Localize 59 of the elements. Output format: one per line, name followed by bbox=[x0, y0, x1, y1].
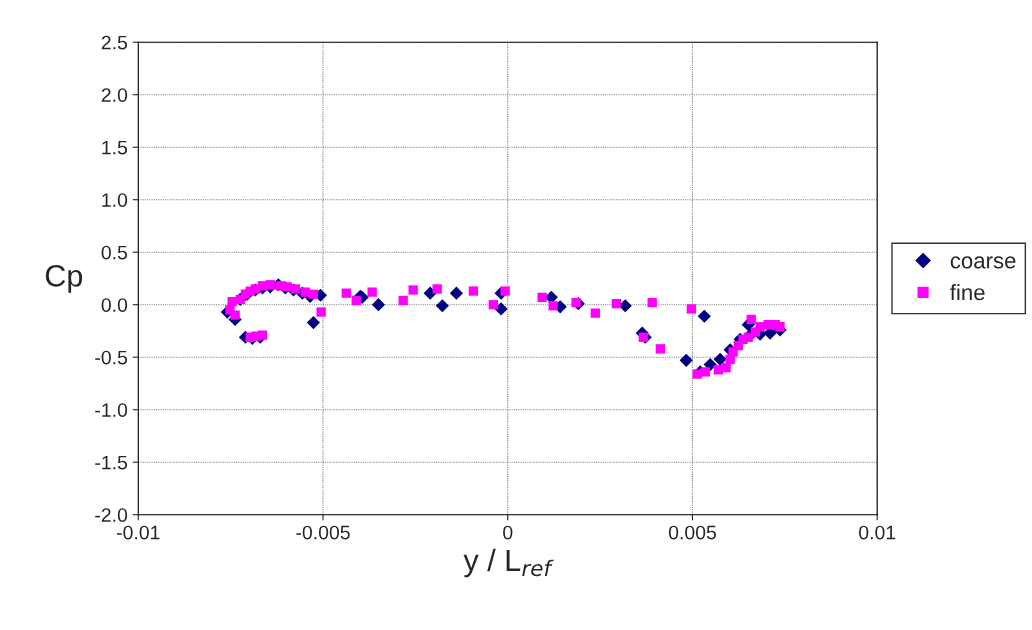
point bbox=[230, 310, 240, 320]
x-tick-label: -0.005 bbox=[296, 525, 350, 540]
point bbox=[316, 307, 326, 317]
point bbox=[308, 289, 319, 299]
point bbox=[692, 369, 702, 379]
y-tick-label: 0.5 bbox=[101, 245, 128, 260]
point bbox=[755, 322, 765, 332]
x-tick-label: -0.01 bbox=[116, 525, 160, 540]
x-tick-label: 0 bbox=[503, 525, 513, 540]
point bbox=[290, 284, 300, 294]
point bbox=[638, 332, 648, 342]
x-tick-label: 0.01 bbox=[859, 525, 896, 540]
point bbox=[367, 287, 377, 297]
point bbox=[611, 299, 622, 309]
point bbox=[341, 288, 351, 298]
point bbox=[265, 280, 275, 290]
point bbox=[700, 367, 711, 377]
point bbox=[548, 301, 558, 311]
point bbox=[435, 299, 449, 313]
point bbox=[227, 296, 237, 307]
y-tick-label: 1.5 bbox=[102, 140, 128, 155]
y-tick-label: 0.0 bbox=[101, 298, 128, 312]
point bbox=[371, 298, 386, 312]
point bbox=[398, 295, 408, 306]
point bbox=[721, 363, 731, 373]
legend-label: coarse bbox=[950, 256, 1016, 269]
y-tick-label: 1.0 bbox=[102, 193, 128, 207]
point bbox=[432, 284, 442, 294]
point bbox=[351, 295, 361, 306]
point bbox=[488, 300, 498, 310]
y-tick-label: 2.5 bbox=[101, 35, 128, 50]
point bbox=[468, 286, 479, 296]
point bbox=[713, 352, 727, 366]
x-tick-label: 0.005 bbox=[668, 525, 716, 540]
point bbox=[746, 314, 756, 325]
y-axis-title: Cp bbox=[45, 265, 83, 293]
point bbox=[590, 308, 600, 318]
y-tick-label: -1.0 bbox=[95, 403, 128, 417]
point bbox=[537, 292, 547, 303]
point bbox=[282, 282, 292, 292]
point bbox=[408, 285, 418, 295]
y-tick-label: -2.0 bbox=[95, 508, 128, 522]
point bbox=[306, 315, 320, 330]
point bbox=[300, 287, 310, 297]
y-tick-label: -1.5 bbox=[95, 455, 128, 470]
y-tick-label: 2.0 bbox=[101, 88, 128, 102]
point bbox=[257, 330, 268, 340]
point bbox=[647, 297, 657, 308]
point bbox=[679, 353, 693, 367]
point bbox=[655, 344, 665, 354]
point bbox=[571, 297, 581, 308]
point bbox=[500, 286, 510, 296]
legend-label: fine bbox=[950, 284, 985, 301]
point bbox=[449, 286, 463, 300]
y-tick-label: -0.5 bbox=[95, 350, 128, 365]
x-axis-title: y / L$_{ref}$ bbox=[463, 548, 554, 578]
point bbox=[697, 309, 711, 323]
point bbox=[775, 322, 785, 332]
point bbox=[686, 304, 697, 314]
